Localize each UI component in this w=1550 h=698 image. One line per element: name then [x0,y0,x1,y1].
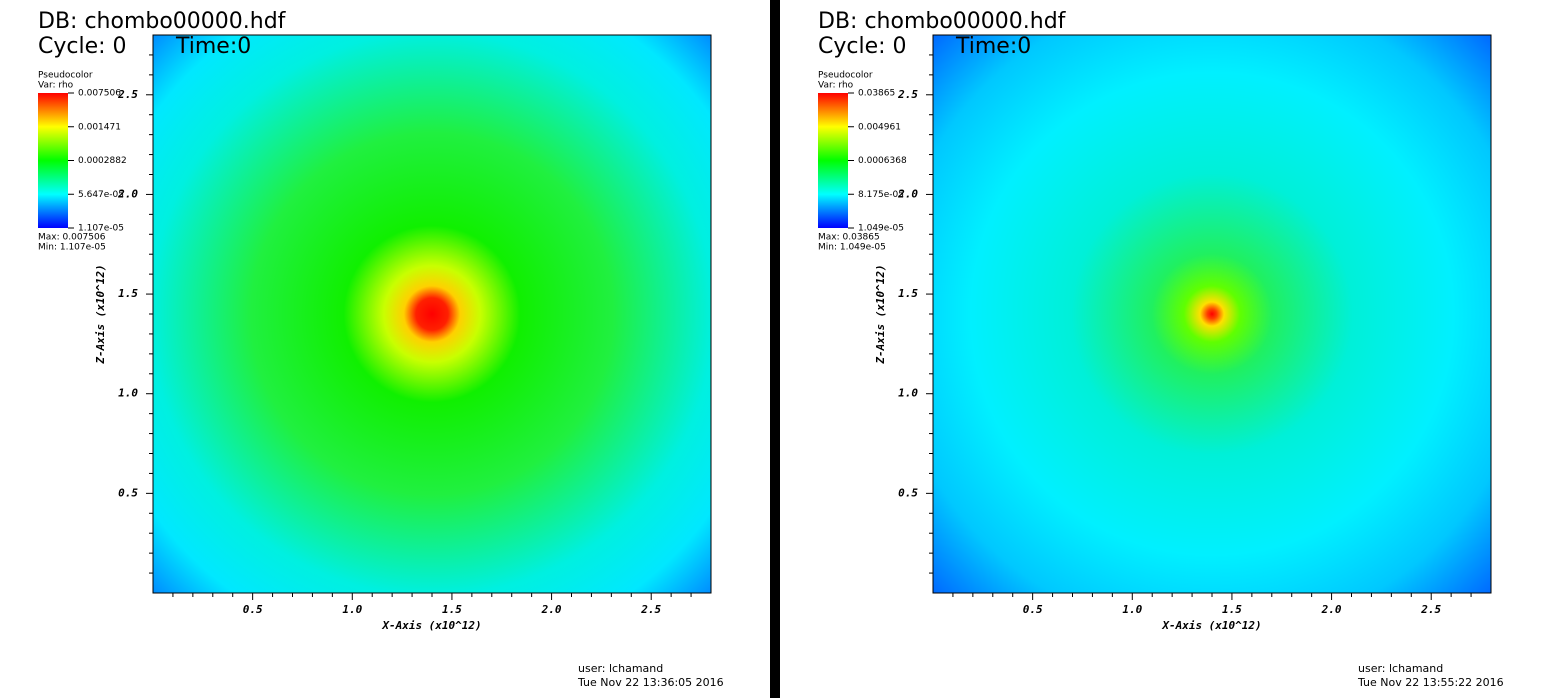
colorbar-label: 1.049e-05 [858,224,904,234]
y-tick-label: 1.0 [898,387,918,400]
legend-title: Pseudocolor [818,71,873,81]
legend-max: Max: 0.007506 [38,233,106,243]
legend-var: Var: rho [38,81,74,91]
colorbar-label: 8.175e-05 [858,190,904,200]
colorbar-label: 0.007506 [78,89,121,99]
x-tick-label: 2.5 [640,603,661,616]
colorbar-label: 0.001471 [78,122,121,132]
y-axis-label: Z-Axis (x10^12) [94,264,107,364]
legend-min: Min: 1.049e-05 [818,243,886,253]
time: Time:0 [175,34,251,59]
y-tick-label: 1.5 [118,287,138,300]
x-tick-label: 1.0 [1122,603,1142,616]
pseudocolor-plot [933,35,1491,593]
colorbar [38,93,68,228]
pseudocolor-plot [153,35,711,593]
y-tick-label: 2.5 [117,88,138,101]
cycle: Cycle: 0 [818,34,907,59]
y-tick-label: 0.5 [118,486,138,499]
divider [770,0,780,698]
y-tick-label: 1.0 [118,387,138,400]
x-tick-label: 2.5 [1420,603,1441,616]
colorbar-label: 1.107e-05 [78,224,124,234]
colorbar-label: 0.0002882 [78,156,127,166]
y-axis-label: Z-Axis (x10^12) [874,264,887,364]
x-tick-label: 0.5 [243,603,263,616]
x-tick-label: 1.5 [1222,603,1242,616]
legend-title: Pseudocolor [38,71,93,81]
legend-var: Var: rho [818,81,854,91]
x-tick-label: 0.5 [1023,603,1043,616]
colorbar [818,93,848,228]
x-tick-label: 2.0 [1321,603,1342,616]
time: Time:0 [955,34,1031,59]
colorbar-label: 0.03865 [858,89,895,99]
y-tick-label: 2.0 [897,187,918,200]
user: user: lchamand [578,662,663,675]
x-tick-label: 1.5 [442,603,462,616]
x-axis-label: X-Axis (x10^12) [381,619,481,632]
y-tick-label: 1.5 [898,287,918,300]
colorbar-label: 0.0006368 [858,156,907,166]
date: Tue Nov 22 13:55:22 2016 [1357,676,1504,689]
panel: 0.5 1.0 1.5 2.0 2.5 0.5 1.0 1.5 2.0 2.5 X-Axis (x1… [818,9,1504,689]
legend-max: Max: 0.03865 [818,233,880,243]
legend-min: Min: 1.107e-05 [38,243,106,253]
panel: 0.5 1.0 1.5 2.0 2.5 0.5 1.0 1.5 2.0 2.5 X-Axis (x1… [38,9,724,689]
cycle: Cycle: 0 [38,34,127,59]
y-tick-label: 0.5 [898,486,918,499]
x-axis-label: X-Axis (x10^12) [1161,619,1261,632]
date: Tue Nov 22 13:36:05 2016 [577,676,724,689]
y-tick-label: 2.0 [117,187,138,200]
x-tick-label: 1.0 [342,603,362,616]
db-name: DB: chombo00000.hdf [818,9,1067,34]
x-tick-label: 2.0 [541,603,562,616]
db-name: DB: chombo00000.hdf [38,9,287,34]
user: user: lchamand [1358,662,1443,675]
colorbar-label: 0.004961 [858,122,901,132]
colorbar-label: 5.647e-05 [78,190,124,200]
y-tick-label: 2.5 [897,88,918,101]
